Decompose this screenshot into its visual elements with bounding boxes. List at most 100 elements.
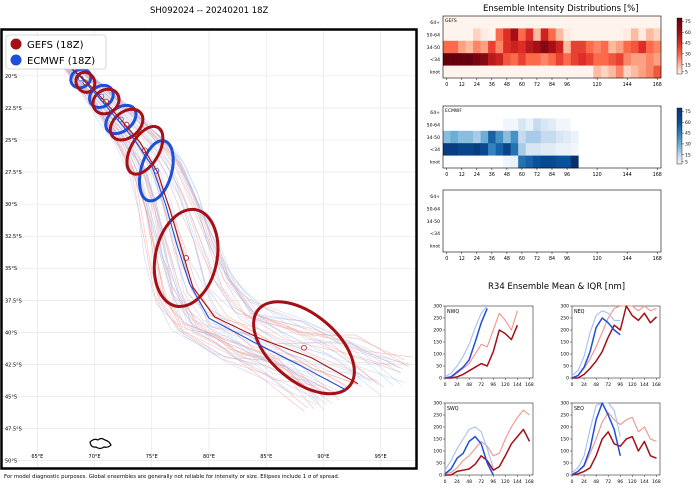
heatmap-cell	[510, 106, 519, 119]
r34-x-tick: 120	[501, 382, 510, 388]
ecmwf-mean-line	[571, 402, 622, 476]
r34-x-tick: 144	[513, 382, 522, 388]
heatmap-cell	[563, 130, 572, 144]
heatmap-cell	[585, 16, 594, 29]
map-y-tick: 25°S	[5, 138, 17, 144]
colorbar-tick: 60	[685, 120, 691, 126]
heatmap-cell	[473, 40, 481, 54]
colorbar-tick: 45	[685, 41, 691, 47]
heatmap-cell	[458, 65, 466, 79]
heatmap-cell	[503, 28, 511, 42]
heatmap-x-tick: 0	[445, 172, 448, 178]
heatmap-cell	[510, 28, 519, 42]
colorbar-tick: 75	[685, 109, 691, 115]
heatmap-cell	[450, 65, 459, 79]
heatmap-cell	[645, 28, 654, 42]
heatmap-cell	[570, 28, 579, 42]
heatmap-cell	[608, 28, 617, 42]
heatmap-cell	[510, 40, 519, 54]
heatmap-cell	[555, 40, 564, 54]
heatmap-cell	[540, 28, 549, 42]
colorbar-tick: 30	[685, 51, 691, 57]
heatmap-x-tick: 84	[549, 82, 555, 88]
heatmap-y-tick: 50-64	[427, 32, 440, 38]
colorbar-step	[677, 70, 682, 73]
heatmap-cell	[443, 28, 451, 42]
r34-x-tick: 96	[490, 382, 496, 388]
map-y-tick: 40°S	[5, 330, 17, 336]
heatmap-cell	[458, 143, 466, 156]
heatmap-cell	[623, 53, 632, 66]
heatmap-y-tick: <34	[430, 231, 440, 237]
heatmap-cell	[495, 40, 504, 54]
heatmap-cell	[593, 28, 602, 42]
gefs-ellipse	[152, 207, 220, 309]
heatmap-cell	[480, 130, 489, 144]
gefs-intensity-panel: GEFS 64+ 50-64 34-50 <34 knot 0 12 24 36 48 60 72 84 9…	[427, 15, 691, 88]
r34-y-tick: 200	[560, 425, 569, 431]
heatmap-cell	[578, 28, 587, 42]
r34-y-tick: 0	[566, 473, 569, 479]
heatmap-cell	[570, 143, 579, 156]
heatmap-x-tick: 96	[564, 82, 570, 88]
heatmap-cell	[548, 143, 557, 156]
colorbar-step	[677, 162, 682, 165]
heatmap-cell	[465, 40, 474, 54]
heatmap-cell	[480, 155, 489, 169]
r34-y-tick: 300	[433, 401, 442, 407]
gefs-iqr-line	[444, 409, 530, 475]
heatmap-y-tick: knot	[430, 70, 440, 76]
map-grid	[3, 31, 415, 467]
heatmap-cell	[503, 155, 511, 169]
colorbar-step	[677, 29, 682, 32]
heatmap-cell	[653, 16, 662, 29]
heatmap-cell	[533, 28, 542, 42]
heatmap-cell	[540, 106, 549, 119]
colorbar-step	[677, 147, 682, 150]
heatmap-x-tick: 60	[519, 172, 525, 178]
map-x-tick: 65°E	[31, 454, 43, 460]
member-track	[61, 61, 325, 399]
heatmap-cell	[645, 16, 654, 29]
map-y-tick: 45°S	[5, 394, 17, 400]
heatmap-cell	[570, 16, 579, 29]
r34-x-tick: 144	[640, 382, 649, 388]
heatmap-cell	[518, 53, 526, 66]
map-y-tick: 35°S	[5, 266, 17, 272]
heatmap-y-tick: 64+	[430, 194, 440, 200]
heatmap-cell	[600, 65, 609, 79]
colorbar-step	[677, 150, 682, 154]
heatmap-cell	[563, 143, 572, 156]
heatmap-cell	[450, 118, 459, 132]
heatmap-cell	[525, 16, 534, 29]
heatmap-x-tick: 12	[459, 172, 465, 178]
heatmap-cell	[570, 106, 579, 119]
heatmap-cell	[443, 16, 451, 29]
colorbar-step	[677, 57, 682, 60]
colorbar-step	[677, 158, 682, 161]
heatmap-cell	[540, 143, 549, 156]
colorbar-step	[677, 18, 682, 21]
heatmap-x-tick: 0	[445, 256, 448, 262]
heatmap-x-tick: 60	[519, 82, 525, 88]
heatmap-cell	[510, 155, 519, 169]
r34-y-tick: 150	[560, 340, 569, 346]
gefs-iqr-line	[445, 310, 518, 379]
heatmap-y-tick: 50-64	[427, 122, 440, 128]
heatmap-x-tick: 120	[593, 82, 602, 88]
colorbar-step	[677, 23, 682, 26]
colorbar-step	[677, 31, 682, 34]
island-icon	[89, 437, 112, 450]
r34-x-tick: 0	[571, 479, 574, 485]
heatmap-cell	[585, 40, 594, 54]
heatmap-cell	[458, 118, 466, 132]
colorbar-step	[677, 66, 682, 69]
heatmap-x-tick: 48	[504, 172, 510, 178]
heatmap-cell	[495, 155, 504, 169]
heatmap-cell	[540, 53, 549, 66]
colorbar-step	[677, 149, 682, 152]
heatmap-cell	[465, 53, 474, 66]
heatmap-cell	[578, 16, 587, 29]
r34-x-tick: 144	[513, 479, 522, 485]
r34-frame	[571, 305, 661, 379]
